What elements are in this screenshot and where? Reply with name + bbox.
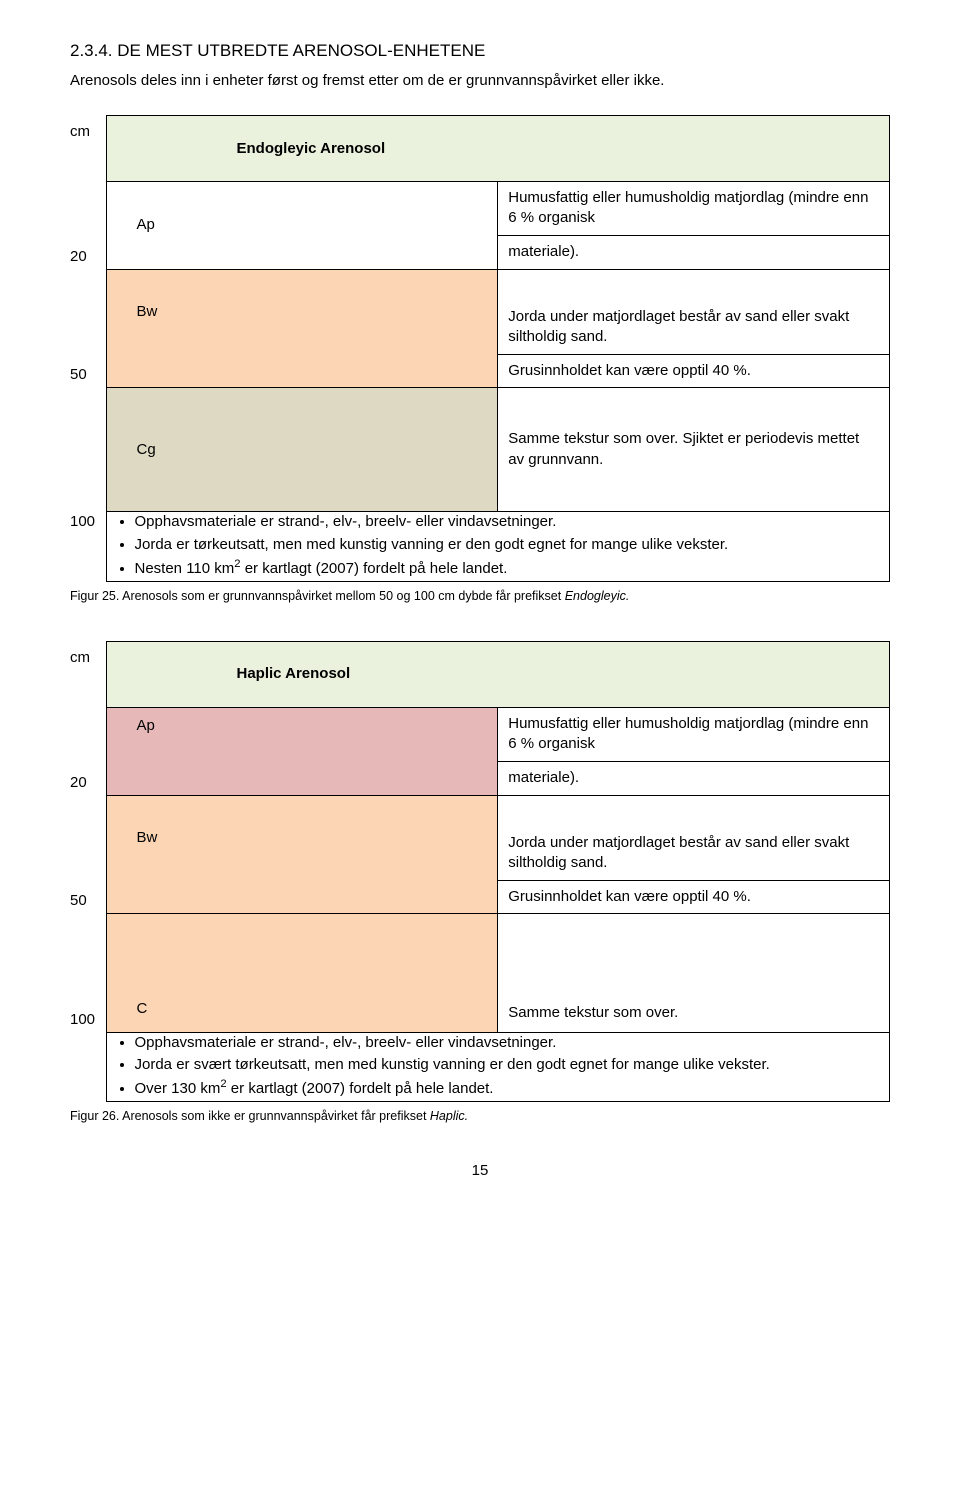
table1-bullets: Opphavsmateriale er strand-, elv-, breel… <box>106 512 890 582</box>
depth-100: 100 <box>70 512 106 582</box>
horizon-bw: Bw <box>106 269 498 387</box>
caption-text: Figur 26. Arenosols som ikke er grunnvan… <box>70 1109 430 1123</box>
bw-desc-line1: Jorda under matjordlaget består av sand … <box>498 827 890 880</box>
depth-20: 20 <box>70 761 106 795</box>
section-heading: 2.3.4. DE MEST UTBREDTE ARENOSOL-ENHETEN… <box>70 40 890 63</box>
depth-20: 20 <box>70 235 106 269</box>
soil-table-haplic: cm Haplic Arenosol Ap Humusfattig eller … <box>70 641 890 1102</box>
c-desc: Samme tekstur som over. <box>498 997 890 1032</box>
ap-desc-line1: Humusfattig eller humusholdig matjordlag… <box>498 708 890 762</box>
bullet-item: Over 130 km2 er kartlagt (2007) fordelt … <box>135 1077 890 1099</box>
horizon-ap: Ap <box>106 708 498 796</box>
caption-em: Endogleyic. <box>565 589 630 603</box>
horizon-ap: Ap <box>106 182 498 270</box>
table-title-text: Endogleyic Arenosol <box>237 140 386 157</box>
figure-26-caption: Figur 26. Arenosols som ikke er grunnvan… <box>70 1108 890 1125</box>
bullet-item: Nesten 110 km2 er kartlagt (2007) fordel… <box>135 557 890 579</box>
depth-50: 50 <box>70 880 106 913</box>
table-title-text: Haplic Arenosol <box>237 665 351 682</box>
bullet-item: Jorda er svært tørkeutsatt, men med kuns… <box>135 1055 890 1075</box>
caption-em: Haplic. <box>430 1109 468 1123</box>
horizon-cg: Cg <box>106 387 498 512</box>
horizon-bw: Bw <box>106 795 498 913</box>
table-title: Haplic Arenosol <box>106 642 890 708</box>
bw-desc-line2: Grusinnholdet kan være opptil 40 %. <box>498 880 890 913</box>
ap-desc-line2: materiale). <box>498 761 890 795</box>
cm-label: cm <box>70 116 106 182</box>
soil-table-endogleyic: cm Endogleyic Arenosol Ap Humusfattig el… <box>70 115 890 582</box>
caption-text: Figur 25. Arenosols som er grunnvannspåv… <box>70 589 565 603</box>
table2-bullets: Opphavsmateriale er strand-, elv-, breel… <box>106 1032 890 1102</box>
page-number: 15 <box>70 1161 890 1181</box>
bw-desc-line1: Jorda under matjordlaget består av sand … <box>498 301 890 354</box>
bullet-item: Opphavsmateriale er strand-, elv-, breel… <box>135 512 890 532</box>
bullet-item: Opphavsmateriale er strand-, elv-, breel… <box>135 1033 890 1053</box>
horizon-c: C <box>106 913 498 1032</box>
table-title: Endogleyic Arenosol <box>106 116 890 182</box>
ap-desc-line1: Humusfattig eller humusholdig matjordlag… <box>498 182 890 236</box>
ap-desc-line2: materiale). <box>498 235 890 269</box>
bullet-item: Jorda er tørkeutsatt, men med kunstig va… <box>135 535 890 555</box>
cg-desc: Samme tekstur som over. Sjiktet er perio… <box>498 423 890 476</box>
depth-100: 100 <box>70 997 106 1032</box>
figure-25-caption: Figur 25. Arenosols som er grunnvannspåv… <box>70 588 890 605</box>
cm-label: cm <box>70 642 106 708</box>
bw-desc-line2: Grusinnholdet kan være opptil 40 %. <box>498 354 890 387</box>
section-intro: Arenosols deles inn i enheter først og f… <box>70 71 890 91</box>
depth-50: 50 <box>70 354 106 387</box>
